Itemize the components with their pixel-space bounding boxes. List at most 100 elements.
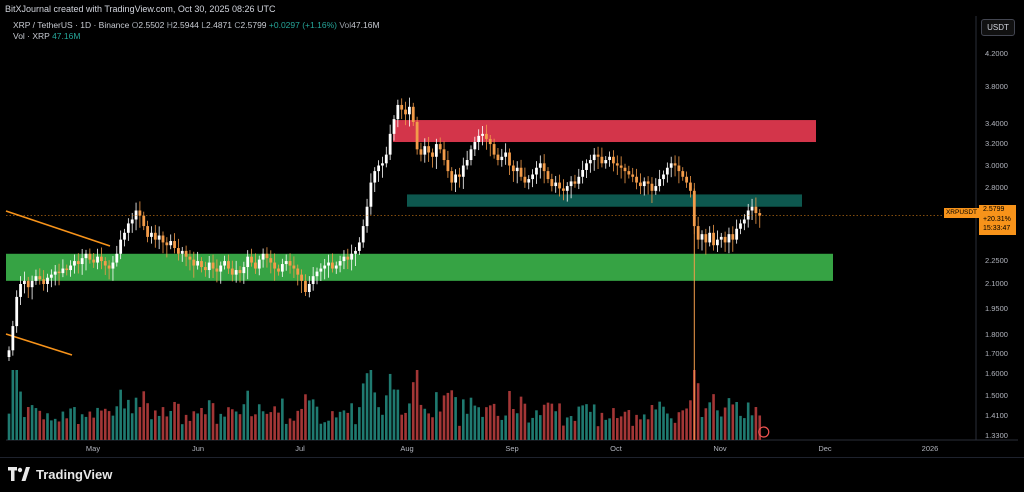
- candle-body: [134, 210, 138, 220]
- candle-body: [57, 271, 61, 274]
- candle-body: [92, 259, 96, 263]
- candle-body: [431, 152, 434, 157]
- volume-bar: [589, 411, 592, 440]
- volume-bar: [77, 424, 80, 440]
- candle-body: [150, 232, 153, 237]
- volume-bar: [666, 413, 669, 440]
- candle-body: [573, 181, 577, 184]
- volume-bar: [204, 414, 207, 440]
- volume-bar: [30, 405, 34, 440]
- volume-bar: [196, 413, 199, 440]
- zone-support: [6, 253, 833, 281]
- candle-body: [581, 169, 585, 177]
- price-tick: 1.8000: [985, 330, 1008, 340]
- volume-bar: [558, 403, 561, 440]
- volume-bar: [477, 407, 480, 440]
- candle-body: [527, 179, 531, 183]
- attribution-header: BitXJournal created with TradingView.com…: [5, 4, 276, 14]
- candle-body: [277, 268, 280, 272]
- candle-body: [192, 259, 196, 266]
- volume-bar: [327, 420, 330, 440]
- candle-body: [138, 210, 142, 216]
- price-tick: 3.8000: [985, 82, 1008, 91]
- volume-bar: [277, 412, 280, 440]
- price-tick: 2.8000: [985, 183, 1008, 193]
- candle-body: [23, 280, 26, 284]
- candle-body: [169, 241, 173, 246]
- candle-body: [65, 268, 69, 271]
- volume-bar: [473, 405, 477, 440]
- volume-bar: [304, 394, 307, 440]
- volume-bar: [103, 408, 107, 440]
- volume-bar: [273, 406, 276, 440]
- price-tick: 1.6000: [985, 369, 1008, 379]
- candle-body: [242, 267, 246, 274]
- volume-bar: [623, 411, 627, 440]
- candle-body: [612, 156, 615, 164]
- volume-bar: [677, 412, 681, 440]
- close-value: 2.5799: [240, 20, 267, 30]
- volume-bar: [642, 414, 646, 440]
- volume-bar: [365, 373, 369, 440]
- current-price-change: +20.31%: [983, 215, 1011, 223]
- time-tick: 2026: [921, 444, 939, 453]
- volume-bar: [719, 416, 723, 440]
- volume-bar: [238, 414, 242, 440]
- volume-bar: [639, 419, 642, 440]
- volume-bar: [96, 407, 99, 440]
- volume-bar: [504, 415, 507, 440]
- candle-body: [477, 135, 481, 143]
- candle-body: [481, 133, 484, 136]
- volume-legend: Vol · XRP 47.16M: [13, 31, 80, 41]
- volume-bar: [565, 417, 569, 440]
- candle-body: [519, 167, 523, 177]
- candle-body: [265, 253, 269, 259]
- low-value: 2.4871: [206, 20, 233, 30]
- candle-body: [546, 171, 550, 180]
- volume-bar: [300, 408, 303, 440]
- volume-bar: [481, 416, 484, 440]
- candle-body: [454, 174, 457, 183]
- volume-bar: [346, 412, 350, 440]
- volume-bar: [442, 395, 446, 440]
- volume-bar: [38, 410, 42, 440]
- candle-body: [315, 271, 319, 277]
- volume-bar: [723, 407, 727, 440]
- volume-bar: [61, 411, 65, 440]
- candle-body: [677, 165, 681, 172]
- time-tick: Dec: [818, 444, 832, 453]
- price-tick: 1.3300: [985, 430, 1008, 440]
- candle-body: [700, 234, 704, 240]
- volume-bar: [596, 426, 600, 440]
- candle-body: [203, 267, 207, 271]
- price-tick: 3.2000: [985, 139, 1008, 149]
- candle-body: [635, 176, 638, 183]
- volume-bar: [188, 420, 192, 440]
- footer-divider: [0, 457, 1024, 458]
- volume-bar: [400, 414, 403, 440]
- volume-bar: [685, 408, 688, 440]
- symbol-title: XRP / TetherUS · 1D · Binance: [13, 20, 130, 30]
- volume-bar: [11, 370, 15, 440]
- candle-body: [719, 236, 723, 240]
- candle-body: [727, 234, 731, 243]
- open-label: O: [131, 20, 139, 30]
- tradingview-logo[interactable]: TradingView: [8, 466, 112, 482]
- candle-body: [323, 265, 327, 269]
- candle-body: [508, 152, 511, 166]
- candle-body: [446, 160, 450, 172]
- volume-bar: [257, 404, 261, 440]
- volume-bar: [254, 414, 257, 440]
- candle-body: [550, 179, 554, 187]
- candle-body: [269, 258, 273, 263]
- symbol-legend: XRP / TetherUS · 1D · Binance O2.5502 H2…: [13, 20, 380, 30]
- currency-button[interactable]: USDT: [981, 19, 1015, 36]
- candle-body: [608, 156, 611, 161]
- volume-bar: [219, 413, 223, 440]
- volume-bar: [716, 410, 719, 440]
- candle-body: [600, 156, 604, 164]
- volume-bar: [423, 408, 427, 440]
- volume-bar: [450, 390, 454, 440]
